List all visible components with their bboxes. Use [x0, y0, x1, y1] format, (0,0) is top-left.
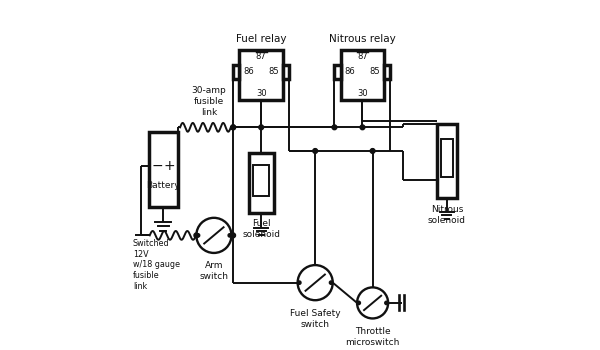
Text: −: − — [151, 159, 163, 173]
Text: 86: 86 — [344, 67, 355, 76]
Text: Nitrous relay: Nitrous relay — [329, 34, 396, 44]
Circle shape — [228, 234, 232, 237]
Circle shape — [194, 233, 199, 238]
Text: Fuel Safety
switch: Fuel Safety switch — [290, 309, 341, 329]
Circle shape — [298, 281, 301, 284]
Text: 85: 85 — [370, 67, 380, 76]
Circle shape — [370, 149, 375, 153]
Circle shape — [329, 281, 333, 284]
Text: +: + — [164, 159, 175, 173]
Bar — [440, 139, 453, 177]
Bar — [233, 64, 239, 79]
Circle shape — [332, 125, 337, 130]
Bar — [341, 50, 385, 100]
Circle shape — [357, 301, 361, 304]
Text: 30-amp
fusible
link: 30-amp fusible link — [191, 86, 226, 117]
Bar — [334, 64, 341, 79]
Text: Fuel
solenoid: Fuel solenoid — [242, 219, 280, 239]
Circle shape — [259, 125, 263, 130]
Circle shape — [196, 234, 200, 237]
Text: Arm
switch: Arm switch — [199, 261, 229, 281]
Circle shape — [385, 301, 388, 304]
Text: 30: 30 — [357, 89, 368, 98]
Bar — [283, 64, 289, 79]
Circle shape — [231, 233, 236, 238]
Bar — [149, 132, 178, 207]
Circle shape — [231, 125, 236, 130]
Text: 85: 85 — [268, 67, 279, 76]
Text: 87: 87 — [256, 52, 266, 61]
Text: 87: 87 — [357, 52, 368, 61]
Circle shape — [357, 287, 388, 318]
Circle shape — [360, 125, 365, 130]
Circle shape — [298, 265, 333, 300]
Circle shape — [196, 218, 232, 253]
Circle shape — [313, 149, 317, 153]
Bar — [253, 165, 269, 196]
Text: Battery: Battery — [146, 181, 180, 190]
Text: Throttle
microswitch: Throttle microswitch — [346, 327, 400, 347]
Text: Nitrous
solenoid: Nitrous solenoid — [428, 205, 466, 225]
Bar — [437, 124, 457, 198]
Bar — [385, 64, 391, 79]
Text: 30: 30 — [256, 89, 266, 98]
Text: 86: 86 — [243, 67, 254, 76]
Bar — [239, 50, 283, 100]
Bar — [248, 154, 274, 212]
Text: Fuel relay: Fuel relay — [236, 34, 286, 44]
Circle shape — [231, 125, 236, 130]
Text: Switched
12V
w/18 gauge
fusible
link: Switched 12V w/18 gauge fusible link — [133, 239, 180, 291]
